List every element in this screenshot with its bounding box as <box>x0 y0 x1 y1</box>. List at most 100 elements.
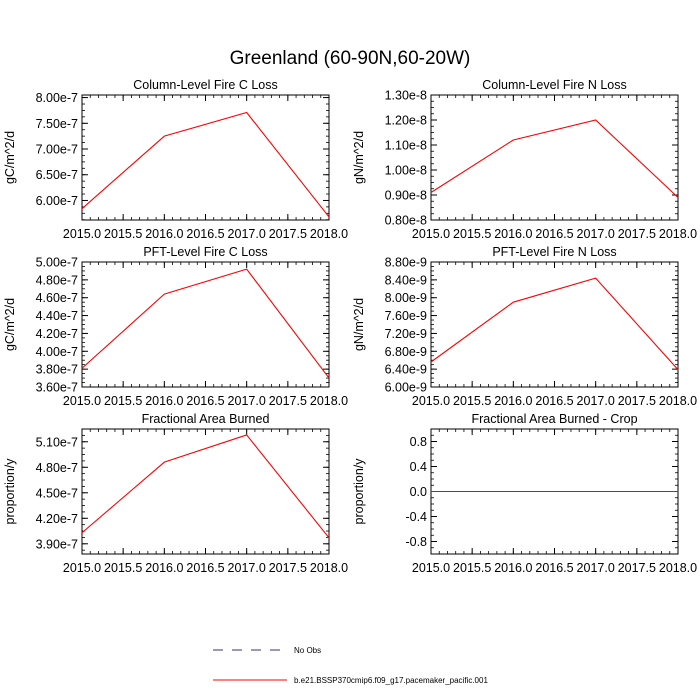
x-tick-label: 2015.0 <box>63 227 101 241</box>
y-tick-label: 3.90e-7 <box>36 537 78 551</box>
y-tick-label: 1.10e-8 <box>385 139 427 153</box>
y-tick-label: 5.10e-7 <box>36 435 78 449</box>
chart-panel-2: Column-Level Fire N Loss 2015.0 2015.5 2016… <box>352 78 697 241</box>
y-tick-label: 1.30e-8 <box>385 89 427 103</box>
y-tick-label: 4.50e-7 <box>36 486 78 500</box>
y-tick-label: 6.50e-7 <box>36 168 78 182</box>
x-tick-label: 2018.0 <box>310 227 348 241</box>
x-tick-label: 2018.0 <box>659 561 697 575</box>
x-tick-label: 2016.0 <box>494 394 532 408</box>
x-tick-label: 2016.0 <box>145 227 183 241</box>
y-axis-label: gC/m^2/d <box>3 131 17 184</box>
x-tick-label: 2016.0 <box>145 394 183 408</box>
x-tick-label: 2016.0 <box>494 561 532 575</box>
y-tick-label: 4.80e-7 <box>36 273 78 287</box>
y-tick-label: 8.00e-7 <box>36 91 78 105</box>
x-tick-label: 2018.0 <box>310 561 348 575</box>
x-tick-label: 2017.5 <box>618 394 656 408</box>
y-tick-label: 7.60e-9 <box>385 309 427 323</box>
x-tick-label: 2015.0 <box>63 561 101 575</box>
y-tick-label: 4.40e-7 <box>36 309 78 323</box>
y-tick-label: 1.20e-8 <box>385 114 427 128</box>
x-tick-label: 2017.0 <box>577 394 615 408</box>
plot-frame <box>430 261 679 388</box>
x-tick-label: 2016.5 <box>186 561 224 575</box>
series-line <box>430 119 679 198</box>
y-tick-label: 7.50e-7 <box>36 117 78 131</box>
y-axis-label: gN/m^2/d <box>352 131 366 184</box>
y-tick-label: 4.20e-7 <box>36 327 78 341</box>
x-tick-label: 2016.5 <box>186 227 224 241</box>
x-tick-label: 2018.0 <box>659 394 697 408</box>
y-tick-label: 8.80e-9 <box>385 256 427 270</box>
y-axis-label: proportion/y <box>3 458 17 525</box>
y-tick-label: 1.00e-8 <box>385 164 427 178</box>
chart-panel-5: Fractional Area Burned 2015.0 2015.5 2016.0… <box>3 412 348 575</box>
x-tick-label: 2015.5 <box>453 394 491 408</box>
x-tick-label: 2015.5 <box>453 227 491 241</box>
y-tick-label: 6.00e-7 <box>36 194 78 208</box>
series-line <box>430 277 679 370</box>
x-tick-label: 2018.0 <box>310 394 348 408</box>
y-tick-label: 0.4 <box>410 460 427 474</box>
legend-entry-2: b.e21.BSSP370cmip6.f09_g17.pacemaker_pac… <box>213 676 488 685</box>
x-tick-label: 2017.0 <box>228 394 266 408</box>
panel-title: PFT-Level Fire C Loss <box>143 245 267 259</box>
x-tick-label: 2015.5 <box>453 561 491 575</box>
x-tick-label: 2017.0 <box>228 227 266 241</box>
panel-title: Column-Level Fire N Loss <box>482 78 627 92</box>
x-tick-label: 2015.0 <box>412 227 450 241</box>
y-tick-label: 3.60e-7 <box>36 381 78 395</box>
plot-frame <box>81 94 330 221</box>
x-tick-label: 2017.0 <box>228 561 266 575</box>
y-axis-label: gC/m^2/d <box>3 298 17 351</box>
panel-title: Fractional Area Burned - Crop <box>471 412 637 426</box>
y-tick-label: -0.8 <box>405 535 427 549</box>
y-tick-label: 6.80e-9 <box>385 345 427 359</box>
plot-frame <box>430 94 679 221</box>
legend-entry-1: No Obs <box>213 646 321 655</box>
plot-frame <box>81 261 330 388</box>
x-tick-label: 2017.0 <box>577 227 615 241</box>
y-axis-label: proportion/y <box>352 458 366 525</box>
x-tick-label: 2017.5 <box>269 561 307 575</box>
x-tick-label: 2015.0 <box>412 561 450 575</box>
y-axis-label: gN/m^2/d <box>352 298 366 351</box>
x-tick-label: 2016.5 <box>535 394 573 408</box>
series-line <box>81 111 330 218</box>
panel-title: PFT-Level Fire N Loss <box>492 245 616 259</box>
legend: No Obs b.e21.BSSP370cmip6.f09_g17.pacemak… <box>213 646 488 685</box>
legend-label: No Obs <box>294 646 321 655</box>
y-tick-label: 4.20e-7 <box>36 512 78 526</box>
series-line <box>81 268 330 379</box>
y-tick-label: -0.4 <box>405 510 427 524</box>
panel-title: Column-Level Fire C Loss <box>133 78 278 92</box>
series-line <box>81 434 330 539</box>
figure-title: Greenland (60-90N,60-20W) <box>230 48 471 69</box>
y-tick-label: 7.00e-7 <box>36 143 78 157</box>
y-tick-label: 4.00e-7 <box>36 345 78 359</box>
y-tick-label: 0.0 <box>410 485 427 499</box>
y-tick-label: 7.20e-9 <box>385 327 427 341</box>
panel-title: Fractional Area Burned <box>142 412 270 426</box>
x-tick-label: 2016.0 <box>145 561 183 575</box>
y-tick-label: 0.80e-8 <box>385 214 427 228</box>
y-tick-label: 0.8 <box>410 435 427 449</box>
x-tick-label: 2018.0 <box>659 227 697 241</box>
x-tick-label: 2017.0 <box>577 561 615 575</box>
y-tick-label: 8.00e-9 <box>385 291 427 305</box>
y-tick-label: 6.00e-9 <box>385 381 427 395</box>
y-tick-label: 4.80e-7 <box>36 461 78 475</box>
y-tick-label: 3.80e-7 <box>36 363 78 377</box>
legend-label: b.e21.BSSP370cmip6.f09_g17.pacemaker_pac… <box>294 676 488 685</box>
y-tick-label: 4.60e-7 <box>36 291 78 305</box>
x-tick-label: 2016.5 <box>186 394 224 408</box>
y-tick-label: 0.90e-8 <box>385 189 427 203</box>
x-tick-label: 2016.5 <box>535 227 573 241</box>
x-tick-label: 2015.5 <box>104 561 142 575</box>
